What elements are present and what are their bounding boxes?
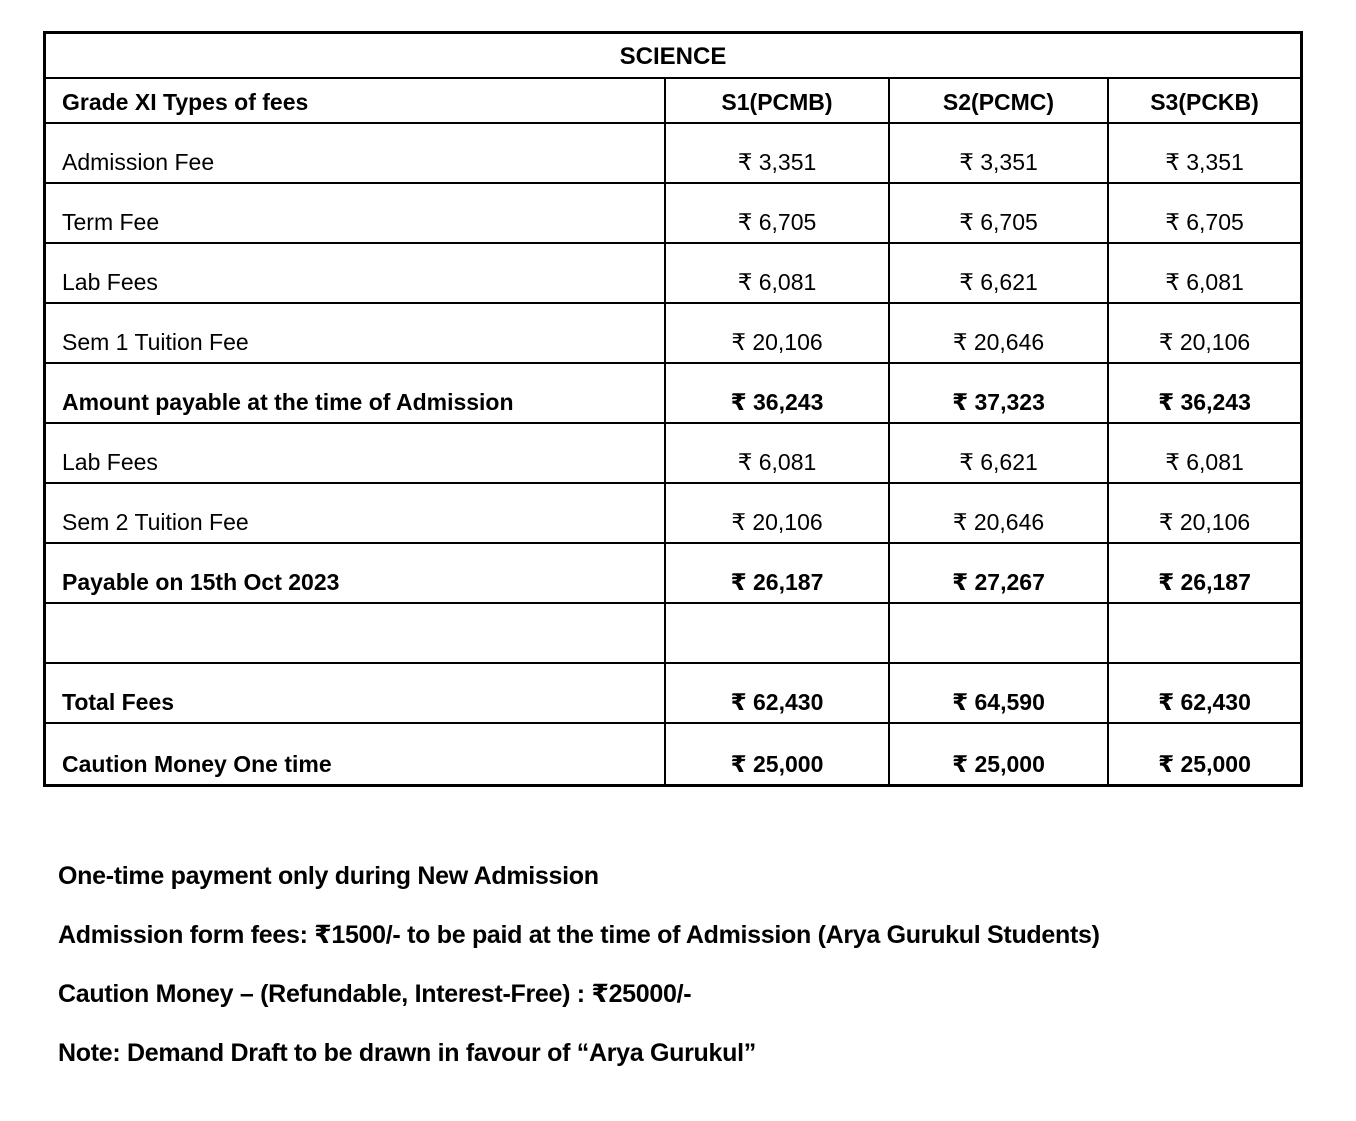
table-row-empty: [46, 604, 1300, 664]
note-caution-money: Caution Money – (Refundable, Interest-Fr…: [58, 980, 692, 1008]
fee-value: ₹ 20,106: [1158, 508, 1251, 535]
row-label: Amount payable at the time of Admission: [46, 364, 666, 422]
row-label: Sem 1 Tuition Fee: [46, 304, 666, 362]
fee-value: ₹ 27,267: [890, 544, 1109, 602]
fee-value: ₹ 6,081: [666, 244, 890, 302]
fee-value: ₹ 20,646: [890, 304, 1109, 362]
fee-value: [1109, 604, 1300, 662]
fee-value: ₹ 3,351: [666, 124, 890, 182]
table-header-row: Grade XI Types of fees S1(PCMB) S2(PCMC)…: [46, 79, 1300, 124]
note-one-time-payment: One-time payment only during New Admissi…: [58, 862, 599, 890]
fee-value: ₹ 26,187: [666, 544, 890, 602]
table-title: SCIENCE: [619, 43, 727, 70]
table-row-sem2-tuition: Sem 2 Tuition Fee ₹ 20,106 ₹ 20,646 ₹ 20…: [46, 484, 1300, 544]
fee-value: ₹ 6,705: [1165, 208, 1244, 235]
row-label: [46, 604, 666, 662]
fee-value: ₹ 36,243: [1158, 388, 1251, 415]
fee-value: ₹ 3,351: [1165, 148, 1244, 175]
fee-value: ₹ 6,621: [890, 424, 1109, 482]
table-row-term-fee: Term Fee ₹ 6,705 ₹ 6,705 ₹ 6,705: [46, 184, 1300, 244]
row-label: Admission Fee: [46, 124, 666, 182]
fee-value: ₹ 25,000: [890, 724, 1109, 784]
fee-value: ₹ 25,000: [1158, 750, 1251, 777]
fee-value: ₹ 3,351: [890, 124, 1109, 182]
row-label: Lab Fees: [46, 424, 666, 482]
row-label: Sem 2 Tuition Fee: [46, 484, 666, 542]
fee-value: ₹ 6,705: [890, 184, 1109, 242]
fee-table: SCIENCE Grade XI Types of fees S1(PCMB) …: [43, 31, 1303, 787]
notes-section: One-time payment only during New Admissi…: [58, 862, 1318, 1098]
table-row-lab-fees-2: Lab Fees ₹ 6,081 ₹ 6,621 ₹ 6,081: [46, 424, 1300, 484]
row-label: Total Fees: [46, 664, 666, 722]
fee-value: ₹ 25,000: [666, 724, 890, 784]
fee-value: [890, 604, 1109, 662]
note-demand-draft: Note: Demand Draft to be drawn in favour…: [58, 1039, 756, 1067]
column-header-s1: S1(PCMB): [666, 79, 890, 122]
column-header-s3: S3(PCKB): [1150, 88, 1259, 115]
row-label: Lab Fees: [46, 244, 666, 302]
table-row-total-fees: Total Fees ₹ 62,430 ₹ 64,590 ₹ 62,430: [46, 664, 1300, 724]
table-title-row: SCIENCE: [46, 34, 1300, 79]
fee-value: ₹ 62,430: [1158, 688, 1251, 715]
fee-value: ₹ 6,621: [890, 244, 1109, 302]
row-label: Payable on 15th Oct 2023: [46, 544, 666, 602]
fee-value: ₹ 6,705: [666, 184, 890, 242]
fee-value: ₹ 36,243: [666, 364, 890, 422]
table-row-sem1-tuition: Sem 1 Tuition Fee ₹ 20,106 ₹ 20,646 ₹ 20…: [46, 304, 1300, 364]
column-header-s2: S2(PCMC): [890, 79, 1109, 122]
fee-value: ₹ 20,106: [666, 304, 890, 362]
fee-value: ₹ 6,081: [666, 424, 890, 482]
fee-value: ₹ 20,106: [1158, 328, 1251, 355]
column-header-fees: Grade XI Types of fees: [46, 79, 666, 122]
table-row-payable-oct-2023: Payable on 15th Oct 2023 ₹ 26,187 ₹ 27,2…: [46, 544, 1300, 604]
fee-value: ₹ 62,430: [666, 664, 890, 722]
row-label: Term Fee: [46, 184, 666, 242]
fee-value: ₹ 37,323: [890, 364, 1109, 422]
table-row-admission-fee: Admission Fee ₹ 3,351 ₹ 3,351 ₹ 3,351: [46, 124, 1300, 184]
note-admission-form-fees: Admission form fees: ₹1500/- to be paid …: [58, 921, 1100, 949]
fee-value: ₹ 20,646: [890, 484, 1109, 542]
fee-value: ₹ 26,187: [1158, 568, 1251, 595]
fee-value: ₹ 20,106: [666, 484, 890, 542]
table-row-amount-payable-admission: Amount payable at the time of Admission …: [46, 364, 1300, 424]
fee-value: ₹ 64,590: [890, 664, 1109, 722]
table-row-lab-fees-1: Lab Fees ₹ 6,081 ₹ 6,621 ₹ 6,081: [46, 244, 1300, 304]
fee-value: ₹ 6,081: [1165, 268, 1244, 295]
fee-value: ₹ 6,081: [1165, 448, 1244, 475]
row-label: Caution Money One time: [46, 724, 666, 784]
fee-value: [666, 604, 890, 662]
table-row-caution-money: Caution Money One time ₹ 25,000 ₹ 25,000…: [46, 724, 1300, 784]
